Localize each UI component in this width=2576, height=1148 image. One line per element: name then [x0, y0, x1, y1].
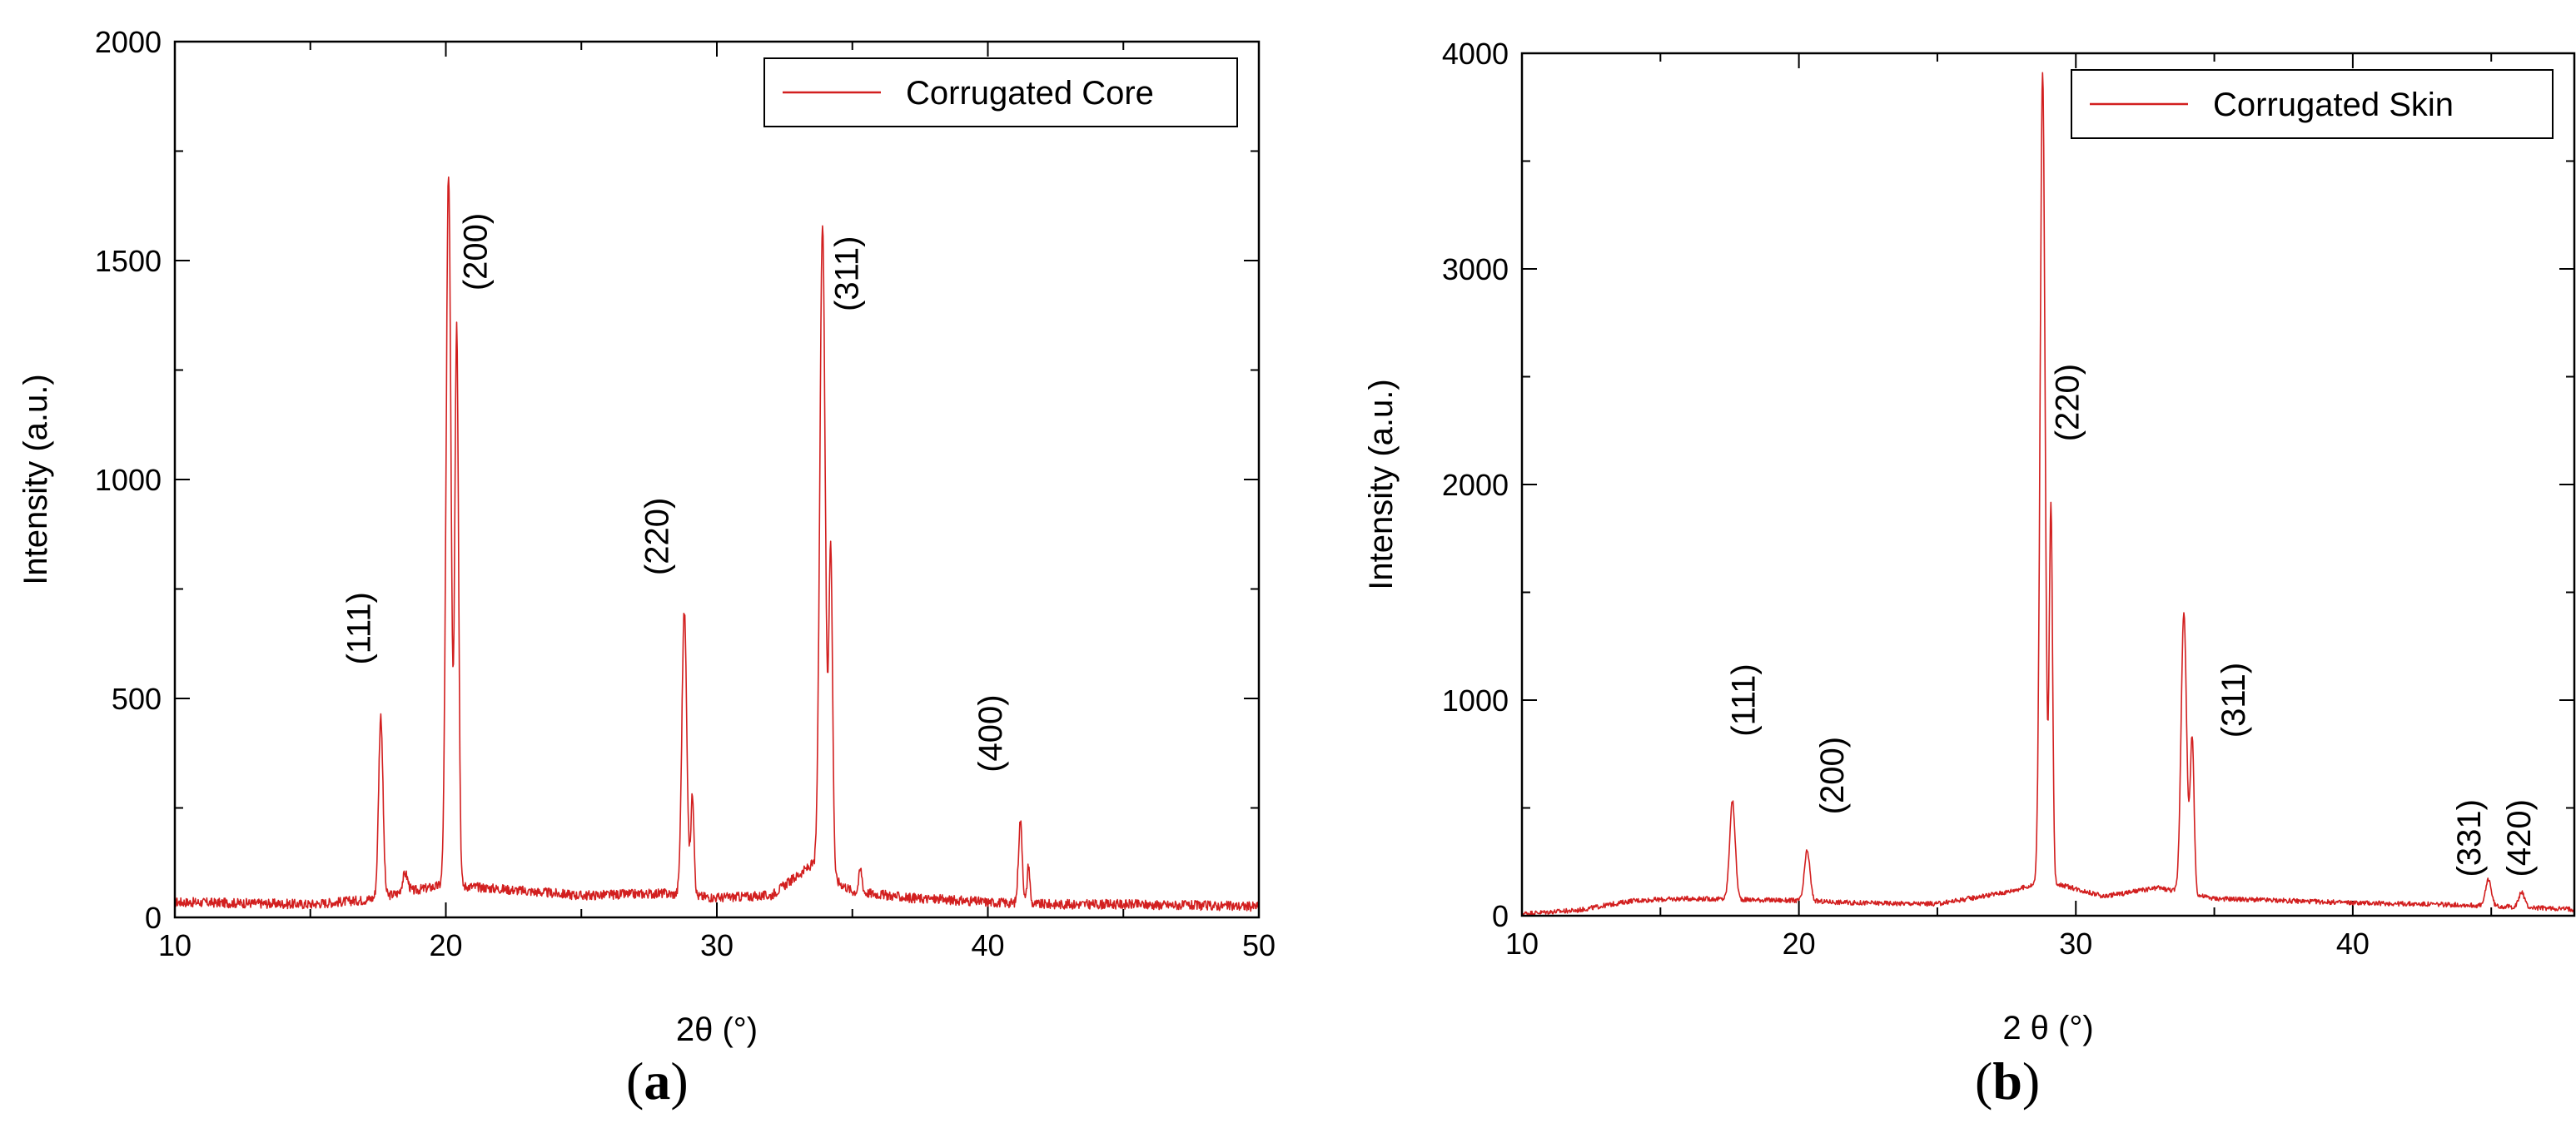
- legend: Corrugated Skin: [2071, 69, 2554, 139]
- x-tick-label: 40: [971, 928, 1004, 962]
- y-tick-label: 500: [112, 682, 162, 716]
- x-tick-label: 40: [2336, 927, 2370, 961]
- y-tick-label: 1000: [1442, 683, 1509, 718]
- peak-label: (111): [1725, 663, 1762, 736]
- y-tick-label: 4000: [1442, 37, 1509, 71]
- y-tick-label: 2000: [95, 25, 162, 59]
- panel-a-caption-letter: a: [644, 1051, 671, 1111]
- x-axis-label: 2 θ (°): [2002, 1010, 2093, 1046]
- legend-label: Corrugated Skin: [2213, 87, 2454, 123]
- y-tick-label: 0: [145, 901, 162, 935]
- panel-a-caption: (a): [626, 1051, 689, 1111]
- panel-b-caption-letter: b: [1992, 1051, 2022, 1111]
- x-tick-label: 30: [2059, 927, 2092, 961]
- plot-frame: [1520, 52, 2576, 917]
- series-line-corrugated-core: [174, 176, 1260, 912]
- x-tick-label: 10: [158, 928, 191, 962]
- y-axis-label: Intensity (a.u.): [1363, 379, 1400, 589]
- x-tick-label: 10: [1505, 927, 1539, 961]
- peak-label: (111): [341, 592, 377, 664]
- x-tick-label: 20: [429, 928, 462, 962]
- x-tick-label: 20: [1783, 927, 1816, 961]
- peak-label: (420): [2501, 799, 2538, 877]
- x-tick-label: 30: [700, 928, 734, 962]
- x-tick-label: 50: [1242, 928, 1276, 962]
- peak-label: (311): [2215, 663, 2252, 738]
- legend-label: Corrugated Core: [906, 75, 1154, 112]
- peak-label: (220): [2050, 364, 2086, 441]
- y-axis-label: Intensity (a.u.): [17, 374, 54, 584]
- legend: Corrugated Core: [763, 57, 1238, 127]
- y-tick-label: 0: [1492, 899, 1509, 933]
- peak-label: (200): [457, 213, 494, 291]
- peak-label: (200): [1814, 737, 1851, 814]
- peak-label: (331): [2451, 799, 2488, 877]
- y-tick-label: 3000: [1442, 252, 1509, 286]
- y-tick-label: 2000: [1442, 468, 1509, 502]
- peak-label: (400): [972, 694, 1009, 772]
- chart-panel-b: 10 20 30 40 0 1000 2000 3000 4000 2 θ (°) Intensit…: [1363, 37, 2576, 1046]
- x-axis-label: 2θ (°): [676, 1011, 758, 1048]
- panel-b-caption: (b): [1975, 1051, 2041, 1111]
- peak-label: (311): [828, 236, 865, 311]
- y-tick-label: 1000: [95, 463, 162, 497]
- plot-frame: [173, 40, 1261, 919]
- series-line-corrugated-skin: [1521, 72, 2575, 917]
- peak-label: (220): [639, 498, 675, 575]
- y-tick-label: 1500: [95, 244, 162, 278]
